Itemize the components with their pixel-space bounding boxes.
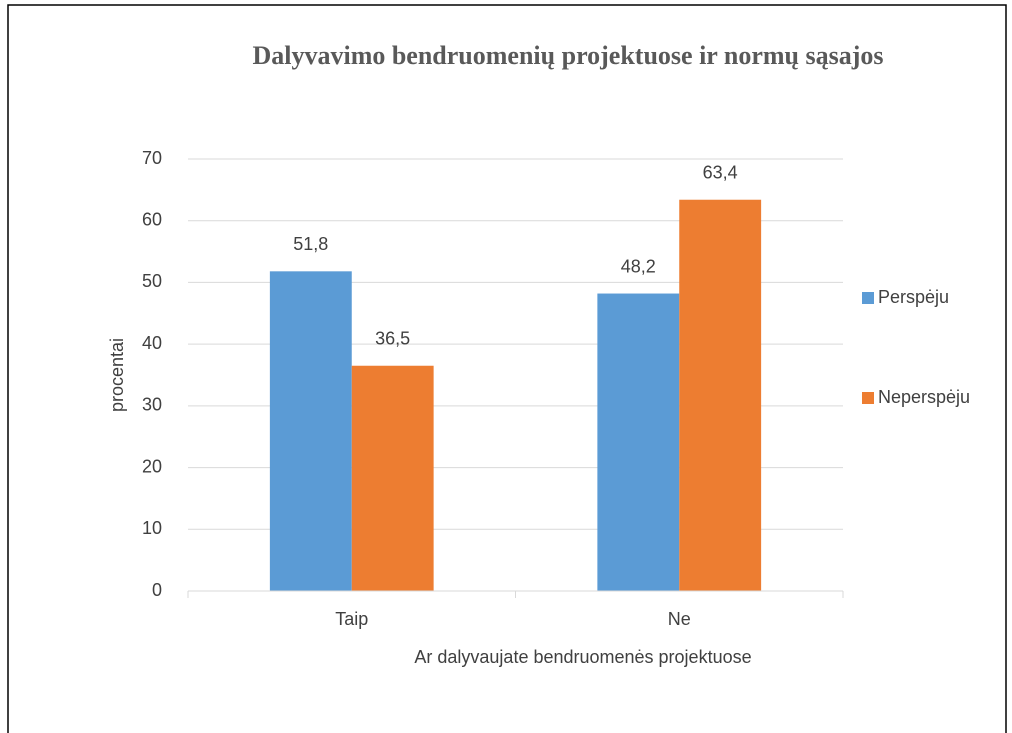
y-tick-label: 10 bbox=[142, 518, 162, 538]
bar bbox=[269, 271, 352, 591]
y-tick-label: 50 bbox=[142, 271, 162, 291]
y-tick-label: 40 bbox=[142, 333, 162, 353]
legend-swatch bbox=[862, 292, 874, 304]
legend-swatch bbox=[862, 392, 874, 404]
x-tick-label: Ne bbox=[668, 609, 691, 629]
y-tick-label: 30 bbox=[142, 395, 162, 415]
x-axis-title: Ar dalyvaujate bendruomenės projektuose bbox=[414, 647, 751, 667]
data-label: 51,8 bbox=[293, 234, 328, 254]
legend-label: Neperspėju bbox=[878, 387, 970, 407]
chart-border bbox=[7, 4, 1007, 733]
y-tick-label: 20 bbox=[142, 456, 162, 476]
x-tick-label: Taip bbox=[335, 609, 368, 629]
y-tick-label: 70 bbox=[142, 148, 162, 168]
chart-title: Dalyvavimo bendruomenių projektuose ir n… bbox=[252, 41, 883, 70]
legend-label: Perspėju bbox=[878, 287, 949, 307]
y-tick-label: 60 bbox=[142, 209, 162, 229]
data-label: 63,4 bbox=[703, 162, 738, 182]
bar bbox=[597, 293, 680, 591]
y-axis-title: procentai bbox=[107, 338, 127, 412]
bar bbox=[679, 199, 762, 591]
data-label: 48,2 bbox=[621, 256, 656, 276]
bar bbox=[351, 365, 434, 591]
y-tick-label: 0 bbox=[152, 580, 162, 600]
data-label: 36,5 bbox=[375, 328, 410, 348]
